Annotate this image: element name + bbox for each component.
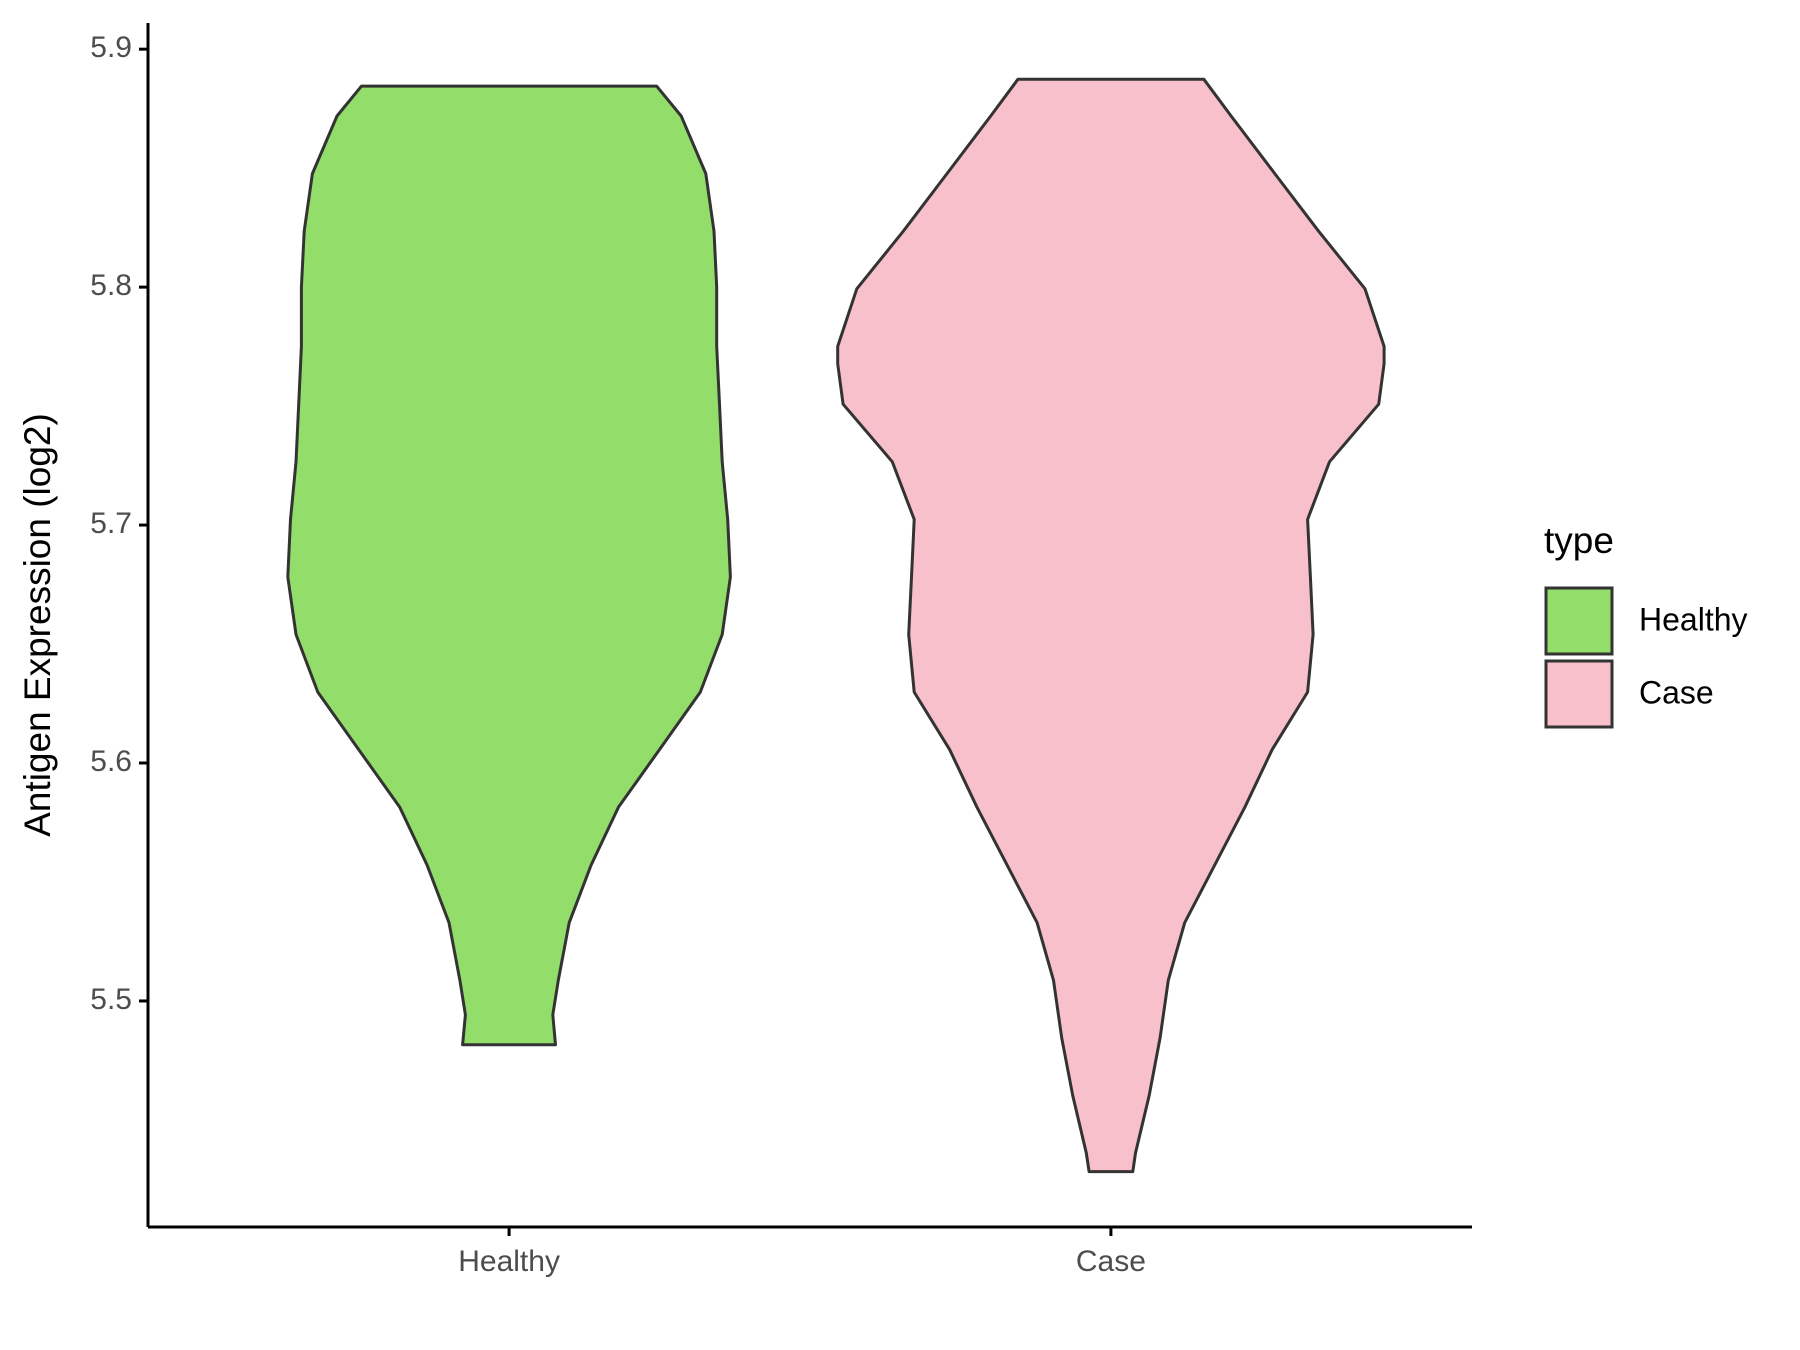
- y-tick-label: 5.7: [90, 507, 132, 540]
- legend-label: Healthy: [1639, 601, 1748, 637]
- x-tick-label: Case: [1076, 1245, 1146, 1278]
- y-tick-label: 5.8: [90, 269, 132, 302]
- y-tick-label: 5.9: [90, 31, 132, 64]
- x-tick-label: Healthy: [458, 1245, 560, 1278]
- violin: [286, 84, 732, 1047]
- legend-key: [1544, 586, 1614, 656]
- y-tick-label: 5.5: [90, 983, 132, 1016]
- legend-key: [1544, 659, 1614, 729]
- legend-title: type: [1544, 520, 1614, 561]
- y-axis-title: Antigen Expression (log2): [17, 413, 58, 837]
- legend-label: Case: [1639, 674, 1714, 710]
- y-tick-label: 5.6: [90, 745, 132, 778]
- violin: [836, 77, 1386, 1174]
